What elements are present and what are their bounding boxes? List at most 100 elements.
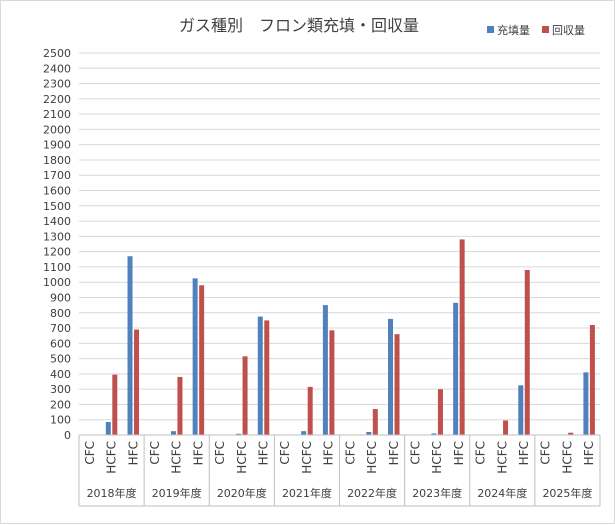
x-axis: CFC HCFC HFC 2018年度 CFC HCFC HFC 2019年度 CFC HCFC H… xyxy=(78,434,601,507)
bar-fill xyxy=(583,372,589,435)
y-tick-label: 2200 xyxy=(43,93,71,106)
category-label: HCFC xyxy=(560,441,574,474)
category-label: CFC xyxy=(278,441,292,465)
category-label: HCFC xyxy=(430,441,444,474)
category-label: HFC xyxy=(126,441,140,465)
bar-fill xyxy=(518,385,524,435)
y-tick-label: 200 xyxy=(50,398,71,411)
group-label: 2024年度 xyxy=(477,486,527,500)
bar-recovery xyxy=(307,386,313,435)
legend-label-recovery: 回収量 xyxy=(552,24,585,37)
y-tick-label: 800 xyxy=(50,307,71,320)
chart-title: ガス種別 フロン類充填・回収量 xyxy=(179,16,419,35)
y-tick-label: 700 xyxy=(50,322,71,335)
y-tick-label: 500 xyxy=(50,353,71,366)
bar-recovery xyxy=(524,269,530,435)
bar-recovery xyxy=(177,376,183,435)
bar-fill xyxy=(388,318,394,435)
bar-recovery xyxy=(503,420,509,435)
bar-recovery xyxy=(589,324,595,435)
y-tick-label: 1800 xyxy=(43,154,71,167)
y-tick-label: 2300 xyxy=(43,78,71,91)
y-tick-label: 0 xyxy=(64,429,71,442)
bar-fill xyxy=(453,302,459,435)
y-tick-label: 600 xyxy=(50,337,71,350)
category-label: HCFC xyxy=(170,441,184,474)
bar-fill xyxy=(236,433,242,435)
bar-fill xyxy=(170,431,176,435)
bar-fill xyxy=(192,278,198,435)
legend-label-fill: 充填量 xyxy=(497,23,530,37)
legend-swatch-recovery xyxy=(542,26,549,33)
bar-fill xyxy=(257,316,263,435)
category-label: HFC xyxy=(452,441,466,465)
category-label: HCFC xyxy=(300,441,314,474)
y-tick-label: 2400 xyxy=(43,62,71,75)
bar-recovery xyxy=(199,285,205,435)
bar-fill xyxy=(127,256,133,435)
bar-recovery xyxy=(264,320,270,435)
y-tick-label: 2100 xyxy=(43,108,71,121)
bar-recovery xyxy=(568,432,574,435)
category-label: CFC xyxy=(148,441,162,465)
category-label: HFC xyxy=(387,441,401,465)
y-tick-label: 1500 xyxy=(43,200,71,213)
group-label: 2021年度 xyxy=(282,486,332,500)
bar-recovery xyxy=(437,389,443,435)
y-tick-label: 1400 xyxy=(43,215,71,228)
gridlines xyxy=(79,52,600,436)
legend-swatch-fill xyxy=(487,26,494,33)
group-label: 2019年度 xyxy=(152,486,202,500)
bar-recovery xyxy=(459,239,465,435)
legend: 充填量 回収量 xyxy=(487,23,585,37)
group-label: 2023年度 xyxy=(412,486,462,500)
group-label: 2018年度 xyxy=(87,486,137,500)
bar-recovery xyxy=(112,374,118,435)
bar-fill xyxy=(431,433,437,435)
bar-recovery xyxy=(134,329,140,435)
category-label: CFC xyxy=(474,441,488,465)
category-label: HFC xyxy=(257,441,271,465)
bar-fill xyxy=(105,422,111,435)
bar-fill xyxy=(366,431,372,435)
y-tick-label: 900 xyxy=(50,291,71,304)
y-tick-label: 400 xyxy=(50,368,71,381)
bar-recovery xyxy=(394,334,400,435)
group-label: 2025年度 xyxy=(542,486,592,500)
bar-fill xyxy=(301,431,307,435)
category-label: HCFC xyxy=(365,441,379,474)
bars xyxy=(105,239,595,435)
category-label: HFC xyxy=(517,441,531,465)
y-tick-label: 300 xyxy=(50,383,71,396)
category-label: CFC xyxy=(213,441,227,465)
y-tick-label: 1700 xyxy=(43,169,71,182)
bar-recovery xyxy=(242,356,248,435)
category-label: CFC xyxy=(343,441,357,465)
bar-recovery xyxy=(372,409,378,435)
category-label: CFC xyxy=(408,441,422,465)
category-label: HFC xyxy=(322,441,336,465)
group-label: 2022年度 xyxy=(347,486,397,500)
group-label: 2020年度 xyxy=(217,486,267,500)
category-label: HCFC xyxy=(235,441,249,474)
y-tick-label: 1300 xyxy=(43,230,71,243)
y-tick-label: 1900 xyxy=(43,139,71,152)
y-axis-ticks: 0 100 200 300 400 500 600 700 800 900 1000 1100 1200… xyxy=(43,47,71,442)
category-label: CFC xyxy=(539,441,553,465)
bar-fill xyxy=(322,305,328,435)
y-tick-label: 1200 xyxy=(43,246,71,259)
category-label: HCFC xyxy=(495,441,509,474)
y-tick-label: 1600 xyxy=(43,185,71,198)
category-label: CFC xyxy=(83,441,97,465)
category-label: HFC xyxy=(191,441,205,465)
y-tick-label: 1000 xyxy=(43,276,71,289)
y-tick-label: 2500 xyxy=(43,47,71,60)
category-label: HCFC xyxy=(105,441,119,474)
y-tick-label: 1100 xyxy=(43,261,71,274)
category-label: HFC xyxy=(582,441,596,465)
y-tick-label: 2000 xyxy=(43,123,71,136)
bar-recovery xyxy=(329,330,335,435)
y-tick-label: 100 xyxy=(50,414,71,427)
